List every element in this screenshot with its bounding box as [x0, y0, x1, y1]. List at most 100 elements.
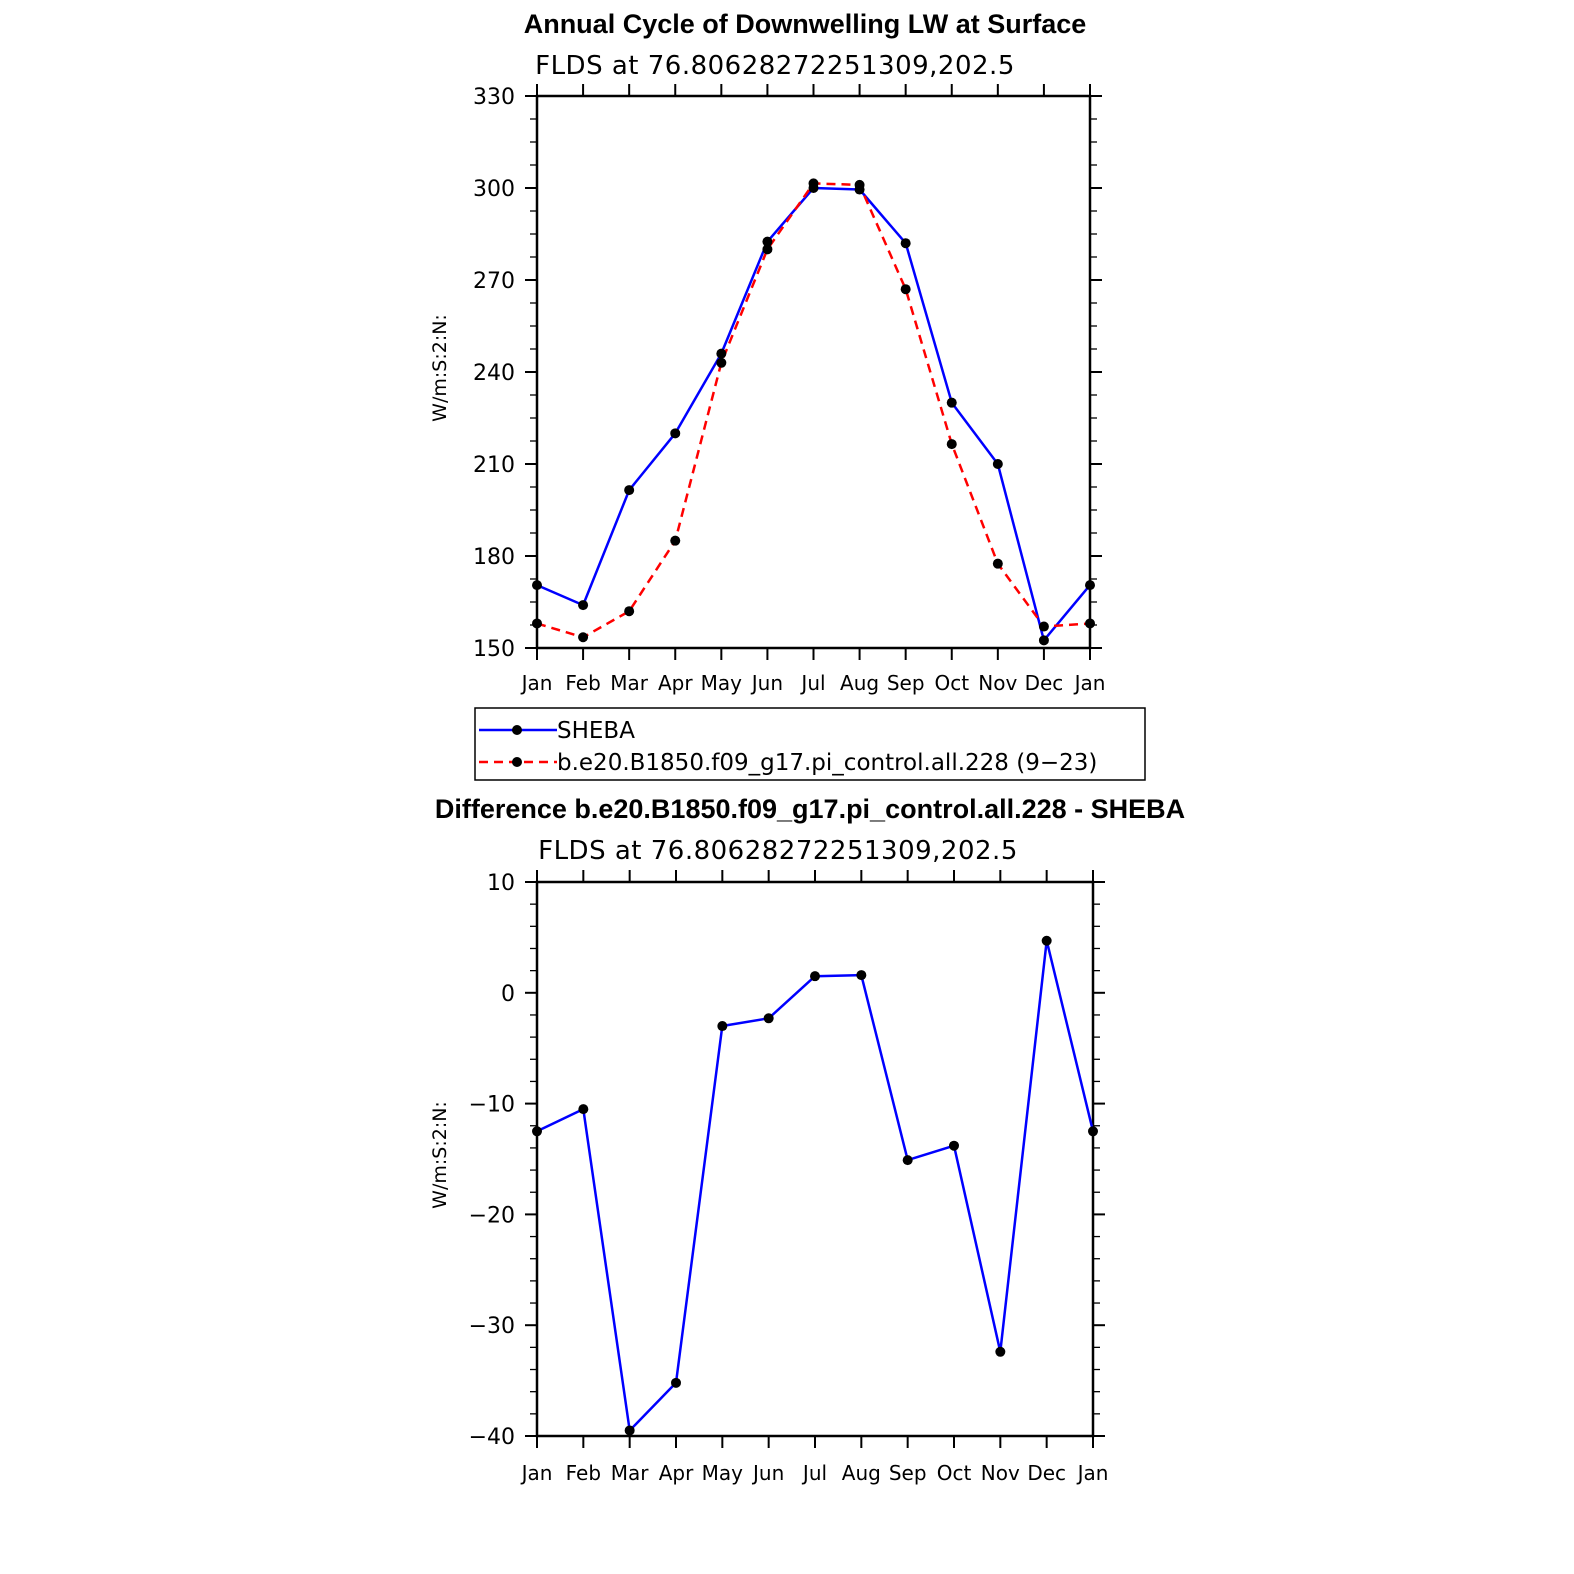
legend-box [474, 707, 1146, 781]
legend-item-model: b.e20.B1850.f09_g17.pi_control.all.228 (… [479, 750, 1097, 776]
data-point [624, 485, 635, 496]
data-point [578, 600, 589, 611]
x-tick-label: Jun [750, 671, 783, 695]
series-line [536, 939, 1095, 1432]
series-layer [532, 178, 1095, 646]
data-point [671, 1377, 681, 1388]
x-tick-label: Mar [611, 1461, 650, 1485]
data-point [717, 1021, 728, 1032]
data-point [902, 1155, 913, 1166]
x-tick-label: Aug [842, 1461, 881, 1485]
y-tick-label: 270 [473, 269, 515, 294]
y-tick-label: 330 [473, 85, 515, 110]
data-point [854, 179, 865, 190]
data-point [946, 439, 957, 450]
data-point [532, 580, 542, 591]
x-tick-label: Nov [981, 1461, 1020, 1485]
data-point [992, 558, 1003, 569]
x-tick-label: Jul [801, 1461, 827, 1485]
y-axis-label: W/m:S:2:N: [429, 314, 451, 422]
x-tick-label: Feb [565, 671, 600, 695]
y-tick-label: −10 [469, 1093, 515, 1118]
data-point [762, 236, 773, 247]
series-layer [532, 935, 1098, 1436]
y-tick-label: 300 [473, 177, 515, 202]
data-point [992, 459, 1003, 469]
chart-subtitle: FLDS at 76.80628272251309,202.5 [538, 836, 1018, 866]
x-tick-label: Dec [1027, 1461, 1066, 1485]
y-tick-label: 210 [473, 453, 515, 478]
x-tick-label: Jan [520, 671, 553, 695]
plot-frame [535, 880, 1095, 1438]
data-point [1085, 580, 1095, 591]
x-tick-label: Jul [799, 671, 825, 695]
x-tick-label: Jan [1073, 671, 1106, 695]
data-point [532, 618, 542, 629]
data-point [1085, 618, 1095, 629]
data-point [762, 244, 773, 255]
x-tick-label: Apr [659, 1461, 694, 1485]
x-tick-label: Feb [566, 1461, 601, 1485]
y-tick-label: 0 [501, 982, 515, 1007]
data-point [810, 971, 820, 982]
data-point [624, 1425, 635, 1436]
plot-axes: −40 −30 −20 −10 0 10 Jan Feb Mar Apr May Jun Jul Aug S… [469, 870, 1109, 1485]
data-point [670, 428, 681, 439]
x-tick-label: Nov [978, 671, 1017, 695]
data-point [1088, 1126, 1098, 1137]
series-line [536, 186, 1091, 642]
y-tick-label: 10 [487, 871, 515, 896]
data-point [1041, 935, 1052, 946]
x-tick-label: Oct [937, 1461, 972, 1485]
data-point [578, 1104, 589, 1115]
annual-cycle-panel: Annual Cycle of Downwelling LW at Surfac… [429, 9, 1146, 781]
data-point [1038, 621, 1049, 632]
x-tick-label: Jan [1076, 1461, 1109, 1485]
difference-panel: Difference b.e20.B1850.f09_g17.pi_contro… [429, 794, 1185, 1485]
x-tick-label: May [702, 1461, 744, 1485]
y-tick-label: 240 [473, 361, 515, 386]
data-point [808, 178, 819, 189]
legend-label: b.e20.B1850.f09_g17.pi_control.all.228 (… [557, 750, 1097, 776]
chart-title: Annual Cycle of Downwelling LW at Surfac… [524, 9, 1087, 39]
data-point [716, 348, 727, 359]
y-tick-label: −30 [469, 1314, 515, 1339]
x-tick-label: Sep [887, 671, 925, 695]
data-point [995, 1346, 1006, 1357]
data-point [856, 970, 867, 981]
series-line [536, 182, 1091, 639]
chart-subtitle: FLDS at 76.80628272251309,202.5 [535, 51, 1015, 81]
x-tick-label: Sep [889, 1461, 927, 1485]
legend-item-sheba: SHEBA [479, 718, 635, 744]
legend: SHEBA b.e20.B1850.f09_g17.pi_control.all… [474, 707, 1146, 781]
data-point [624, 606, 635, 617]
legend-label: SHEBA [557, 718, 635, 744]
y-tick-label: 180 [473, 545, 515, 570]
data-point [763, 1013, 774, 1024]
data-point [900, 284, 911, 295]
legend-swatch-marker [512, 757, 522, 767]
x-tick-label: Jan [520, 1461, 553, 1485]
data-point [532, 1126, 542, 1137]
x-tick-label: Dec [1025, 671, 1064, 695]
data-point [900, 238, 911, 249]
x-tick-label: Apr [658, 671, 693, 695]
data-point [946, 397, 957, 408]
y-tick-label: 150 [473, 637, 515, 662]
x-tick-label: May [701, 671, 743, 695]
y-tick-label: −40 [469, 1425, 515, 1450]
x-tick-label: Jun [751, 1461, 784, 1485]
y-axis-label: W/m:S:2:N: [429, 1101, 451, 1209]
x-tick-label: Mar [610, 671, 649, 695]
x-tick-label: Aug [840, 671, 879, 695]
x-tick-label: Oct [934, 671, 969, 695]
data-point [949, 1140, 959, 1151]
data-point [1038, 635, 1049, 646]
legend-swatch-marker [512, 725, 522, 735]
data-point [578, 632, 589, 643]
chart-title: Difference b.e20.B1850.f09_g17.pi_contro… [435, 794, 1185, 824]
data-point [670, 535, 681, 546]
plot-axes: 150 180 210 240 270 300 330 Jan Feb Mar Apr May Jun J… [473, 84, 1105, 695]
y-tick-label: −20 [469, 1203, 515, 1228]
